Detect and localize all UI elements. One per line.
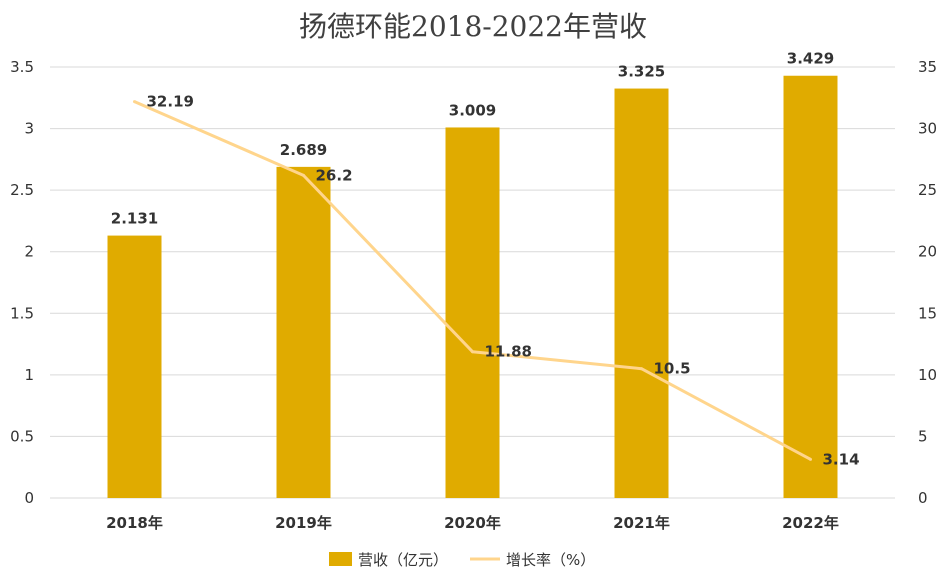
x-tick-label: 2019年 (275, 514, 332, 532)
bar (783, 75, 838, 499)
left-y-axis: 0 0.5 1 1.5 2 2.5 3 3.5 (10, 58, 34, 507)
line-point (809, 457, 812, 461)
bar-data-label: 3.429 (787, 50, 834, 68)
left-tick-label: 0.5 (10, 427, 34, 445)
bar (276, 166, 331, 499)
line-data-label: 32.19 (147, 93, 194, 111)
right-tick-label: 30 (918, 120, 937, 138)
line-data-labels: 32.19 26.2 11.88 10.5 3.14 (147, 93, 860, 469)
left-tick-label: 3.5 (10, 58, 34, 76)
left-tick-label: 2 (24, 243, 34, 261)
legend-label-revenue: 营收（亿元） (358, 551, 448, 569)
x-axis: 2018年 2019年 2020年 2021年 2022年 (106, 514, 839, 532)
bar-data-label: 2.689 (280, 141, 327, 159)
line-data-label: 10.5 (654, 360, 691, 378)
line-point (471, 350, 474, 354)
bar (445, 127, 500, 499)
right-tick-label: 35 (918, 58, 937, 76)
x-tick-label: 2021年 (613, 514, 670, 532)
line-point (302, 173, 305, 177)
bar-data-labels: 2.131 2.689 3.009 3.325 3.429 (111, 50, 834, 228)
x-tick-label: 2022年 (782, 514, 839, 532)
legend: 营收（亿元） 增长率（%） (329, 551, 595, 569)
right-tick-label: 15 (918, 304, 937, 322)
line-data-label: 3.14 (823, 450, 860, 468)
bar-data-label: 2.131 (111, 210, 158, 228)
left-tick-label: 3 (24, 120, 34, 138)
x-tick-label: 2018年 (106, 514, 163, 532)
bar (614, 88, 669, 499)
left-tick-label: 1 (24, 366, 34, 384)
legend-swatch-revenue (329, 552, 352, 566)
right-y-axis: 0 5 10 15 20 25 30 35 (918, 58, 937, 507)
right-tick-label: 20 (918, 243, 937, 261)
line-series (133, 100, 812, 461)
bar-data-label: 3.325 (618, 63, 665, 81)
chart-title: 扬德环能2018-2022年营收 (299, 10, 647, 43)
left-tick-label: 1.5 (10, 304, 34, 322)
right-tick-label: 0 (918, 489, 928, 507)
right-tick-label: 10 (918, 366, 937, 384)
line-data-label: 11.88 (485, 343, 532, 361)
line-point (640, 367, 643, 371)
bar (107, 235, 162, 498)
bar-series (107, 75, 838, 499)
legend-label-growth: 增长率（%） (506, 551, 595, 569)
right-tick-label: 25 (918, 181, 937, 199)
line-point (133, 100, 136, 104)
left-tick-label: 0 (24, 489, 34, 507)
line-data-label: 26.2 (316, 166, 353, 184)
bar-data-label: 3.009 (449, 101, 496, 119)
right-tick-label: 5 (918, 427, 928, 445)
left-tick-label: 2.5 (10, 181, 34, 199)
x-tick-label: 2020年 (444, 514, 501, 532)
